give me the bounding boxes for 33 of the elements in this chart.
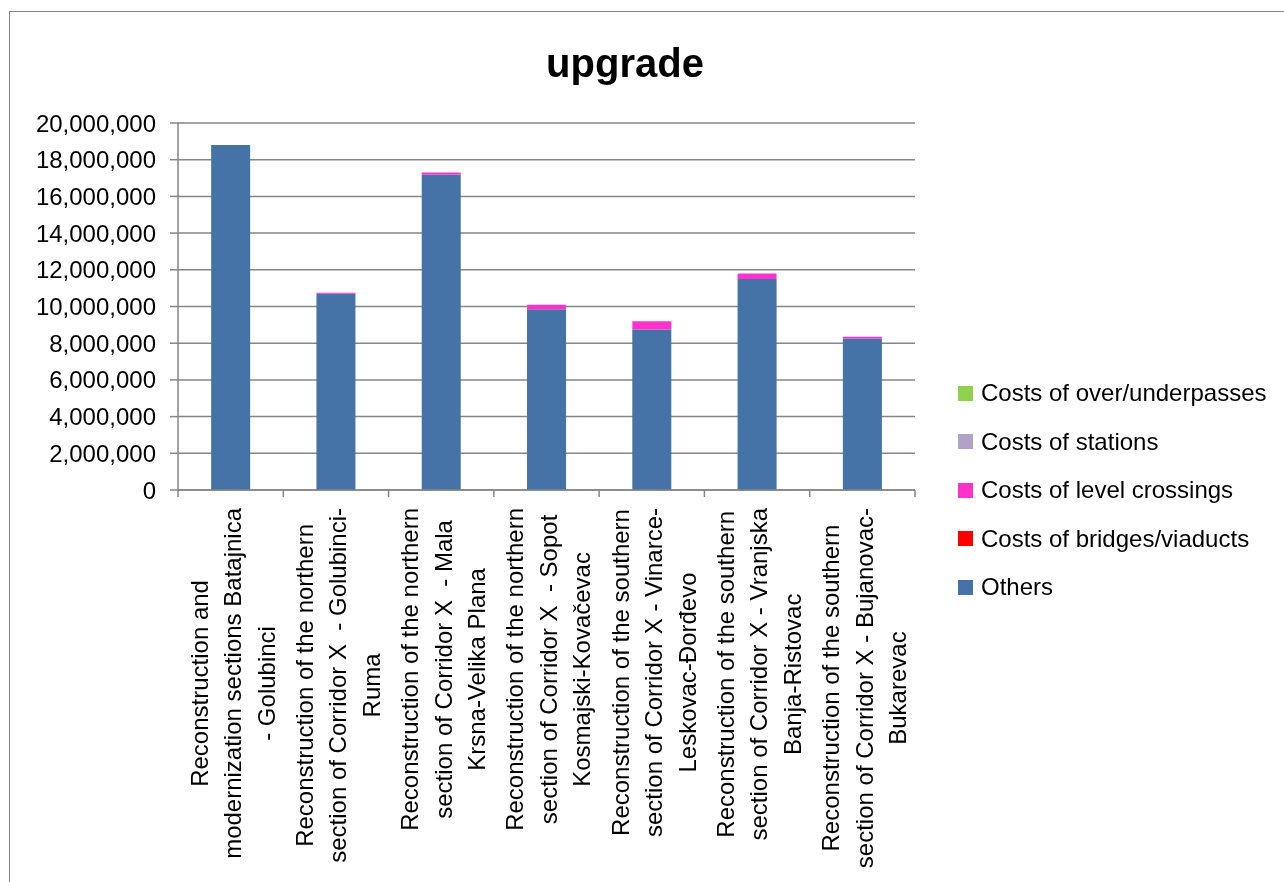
chart-title: upgrade	[545, 40, 705, 87]
bar	[421, 174, 461, 490]
legend-label: Others	[981, 573, 1054, 602]
bar	[632, 321, 672, 330]
x-tick-label: Reconstruction and modernization sections Batajnica - Golubinci	[185, 507, 280, 859]
y-tick-label: 12,000,000	[35, 256, 156, 284]
legend-label: Costs of bridges/viaducts	[981, 524, 1250, 553]
bar	[211, 145, 251, 490]
y-tick-label: 6,000,000	[49, 366, 156, 394]
y-tick-label: 14,000,000	[35, 219, 156, 247]
legend-label: Costs of level crossings	[981, 476, 1234, 505]
bar	[842, 338, 882, 490]
y-tick-label: 18,000,000	[35, 146, 156, 174]
y-tick-label: 4,000,000	[49, 403, 156, 431]
y-tick-label: 10,000,000	[35, 293, 156, 321]
y-tick-label: 8,000,000	[49, 329, 156, 357]
x-tick-label: Reconstruction of the southern section of Corridor X - Vinarce-Leskovac-Đorđevo	[606, 508, 701, 838]
bar	[527, 309, 567, 490]
x-tick-label: Reconstruction of the southern section of Corridor X - Bujanovac-Bukarevac	[817, 508, 912, 869]
bar	[737, 273, 777, 279]
bar	[316, 293, 356, 490]
x-tick-label: Reconstruction of the southern section of Corridor X - Vranjska Banja-Ristovac	[711, 507, 806, 841]
x-tick-label: Reconstruction of the northern section of Corridor X - Mala Krsna-Velika Plana	[396, 508, 491, 831]
y-tick-label: 16,000,000	[35, 182, 156, 210]
y-tick-label: 2,000,000	[49, 439, 156, 467]
y-tick-label: 20,000,000	[35, 109, 156, 137]
x-tick-label: Reconstruction of the northern section of Corridor X - Sopot Kosmajski-Kovačevac	[501, 508, 596, 831]
legend-label: Costs of stations	[981, 427, 1159, 456]
x-tick-label: Reconstruction of the northern section of Corridor X - Golubinci-Ruma	[290, 508, 385, 863]
bar	[737, 278, 777, 490]
y-tick-label: 0	[142, 476, 156, 504]
legend-label: Costs of over/underpasses	[981, 379, 1267, 408]
bar	[632, 329, 672, 490]
